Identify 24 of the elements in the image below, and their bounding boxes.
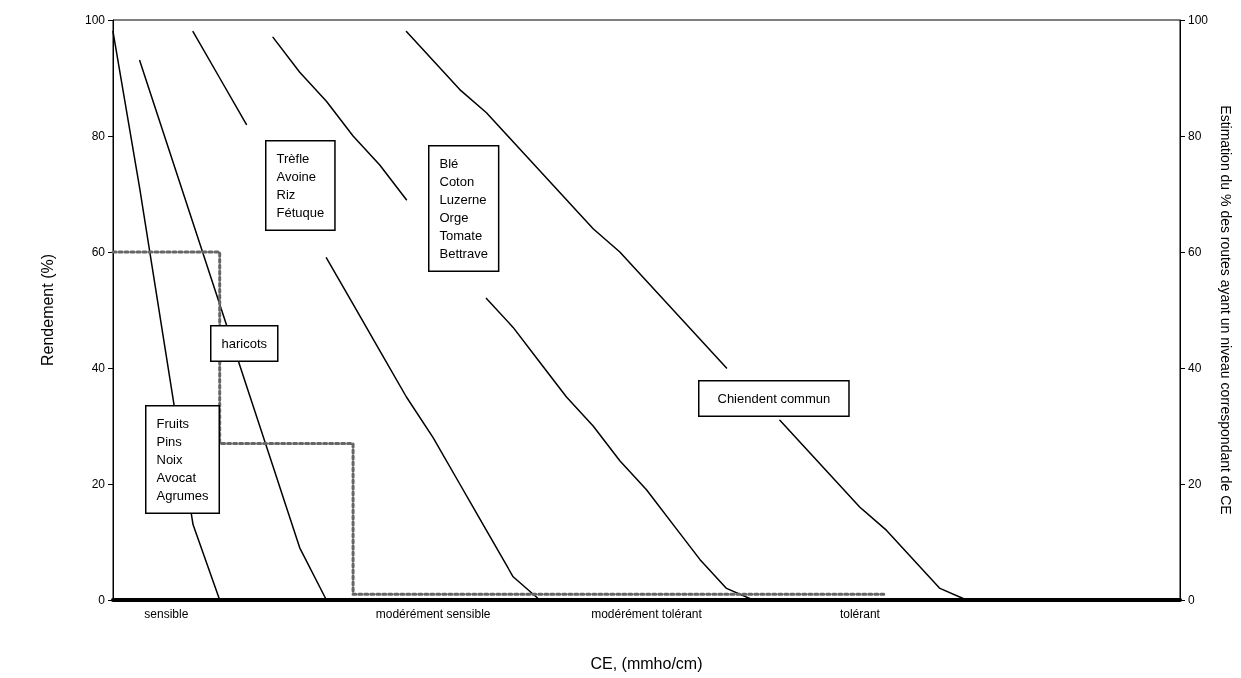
x-tick-label: sensible [144, 607, 189, 621]
y2-tick-label: 20 [1188, 477, 1202, 491]
y2-tick-label: 60 [1188, 245, 1202, 259]
x-axis-title: CE, (mmho/cm) [590, 654, 703, 672]
annotation: Chiendent commun [717, 391, 831, 406]
x-tick-label: modérément tolérant [591, 607, 703, 621]
y2-axis-title: Estimation du % des routes ayant un niveau correspondant de CE [1217, 105, 1234, 515]
y-tick-label: 0 [98, 593, 106, 607]
y2-tick-label: 100 [1188, 13, 1209, 27]
y-tick-label: 60 [91, 245, 106, 259]
y-tick-label: 20 [91, 477, 106, 491]
annotation: haricots [221, 336, 268, 351]
y2-tick-label: 0 [1188, 593, 1195, 607]
y2-tick-label: 80 [1188, 129, 1202, 143]
x-tick-label: tolérant [839, 607, 881, 621]
y-tick-label: 80 [91, 129, 106, 143]
annotation: Fruits Pins Noix Avocat Agrumes [156, 416, 210, 503]
y-tick-label: 100 [84, 13, 106, 27]
x-tick-label: modérément sensible [375, 607, 491, 621]
annotation: Trèfle Avoine Riz Fétuque [276, 151, 325, 220]
y2-tick-label: 40 [1188, 361, 1202, 375]
y-tick-label: 40 [91, 361, 106, 375]
annotation: Blé Coton Luzerne Orge Tomate Bettrave [439, 156, 488, 261]
y-axis-title: Rendement (%) [38, 253, 56, 367]
